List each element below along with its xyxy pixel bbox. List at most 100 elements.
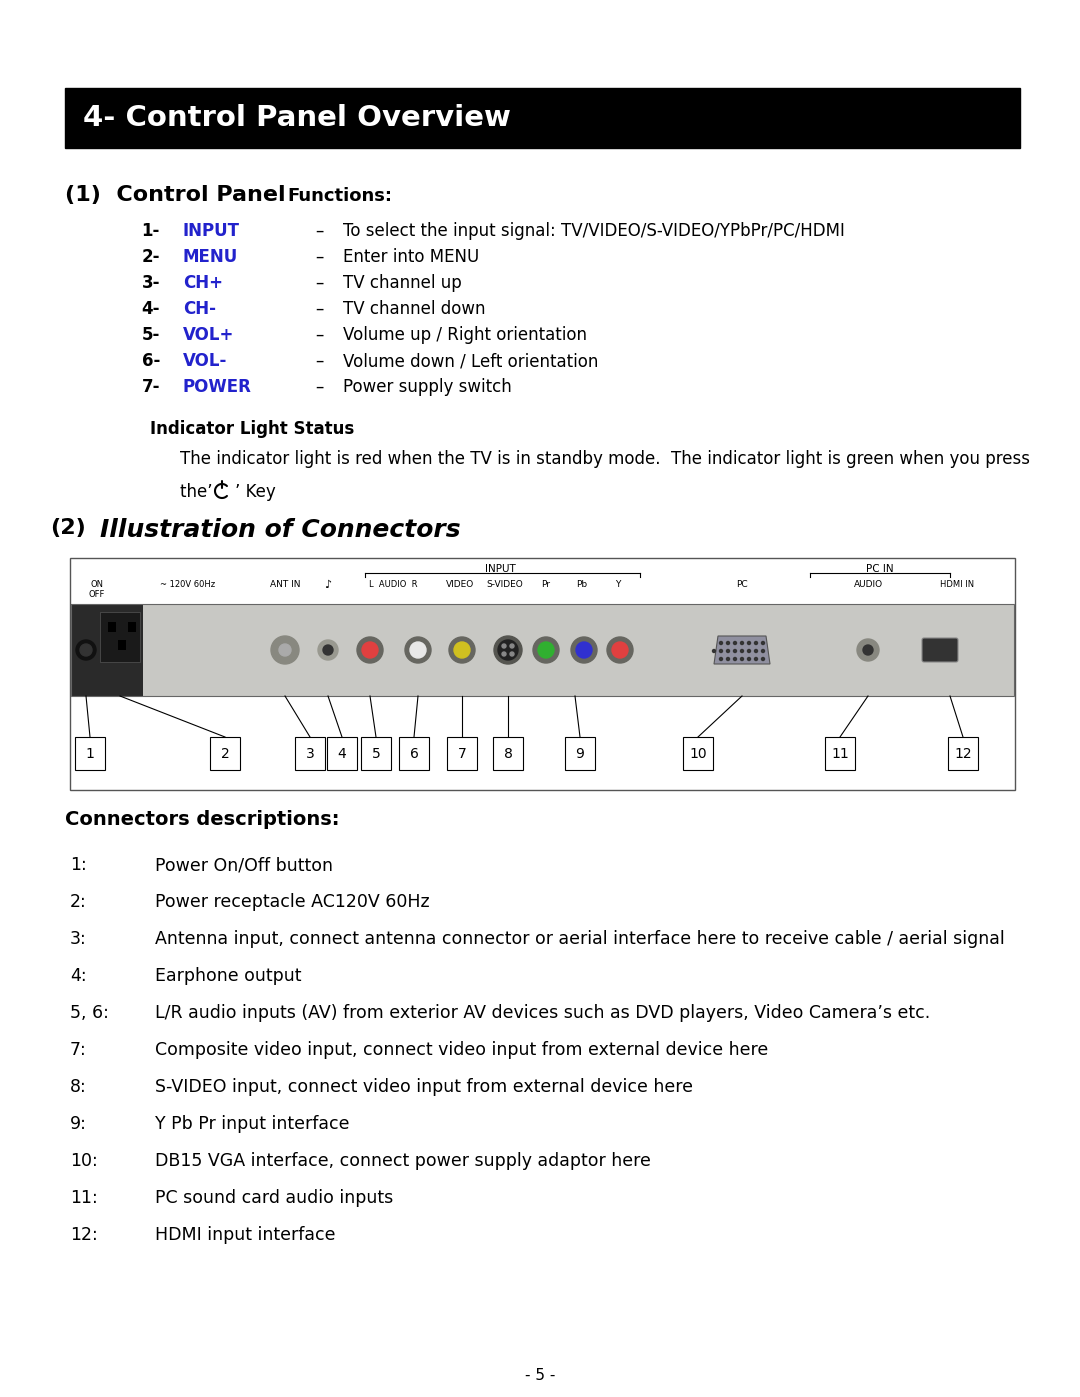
Bar [825, 738, 855, 770]
Text: Power receptacle AC120V 60Hz: Power receptacle AC120V 60Hz [156, 893, 430, 911]
Text: 1-: 1- [141, 222, 160, 240]
Text: 10: 10 [689, 746, 706, 760]
Text: Volume up / Right orientation: Volume up / Right orientation [343, 326, 588, 344]
Circle shape [271, 636, 299, 664]
Bar [71, 604, 1014, 696]
Text: 6: 6 [409, 746, 418, 760]
Bar [108, 622, 116, 631]
Text: –: – [315, 352, 323, 370]
Text: S-VIDEO: S-VIDEO [487, 580, 524, 590]
FancyBboxPatch shape [922, 638, 958, 662]
Text: –: – [315, 326, 323, 344]
Text: 7:: 7: [70, 1041, 86, 1059]
Text: 9: 9 [576, 746, 584, 760]
Text: Y Pb Pr input interface: Y Pb Pr input interface [156, 1115, 350, 1133]
Circle shape [727, 658, 729, 661]
Text: 10:: 10: [70, 1153, 98, 1171]
Circle shape [863, 645, 873, 655]
Circle shape [741, 650, 743, 652]
Text: TV channel up: TV channel up [343, 274, 462, 292]
Text: PC IN: PC IN [866, 564, 894, 574]
Circle shape [76, 640, 96, 659]
Circle shape [761, 658, 765, 661]
Circle shape [755, 650, 757, 652]
Text: 5, 6:: 5, 6: [70, 1004, 109, 1023]
Text: 3: 3 [306, 746, 314, 760]
Text: L  AUDIO  R: L AUDIO R [368, 580, 417, 590]
Text: PC: PC [737, 580, 747, 590]
Bar [210, 738, 240, 770]
Circle shape [858, 638, 879, 661]
Text: –: – [315, 379, 323, 395]
Text: –: – [315, 222, 323, 240]
Text: 8: 8 [503, 746, 512, 760]
Text: VOL-: VOL- [183, 352, 228, 370]
Text: the’: the’ [180, 483, 218, 502]
Text: TV channel down: TV channel down [343, 300, 486, 319]
Text: 4- Control Panel Overview: 4- Control Panel Overview [83, 103, 511, 131]
Text: 2:: 2: [70, 893, 86, 911]
Bar [492, 738, 523, 770]
Circle shape [502, 652, 507, 657]
Text: Connectors descriptions:: Connectors descriptions: [65, 810, 339, 828]
Text: 11: 11 [832, 746, 849, 760]
Circle shape [510, 644, 514, 648]
Bar [948, 738, 978, 770]
Text: Composite video input, connect video input from external device here: Composite video input, connect video inp… [156, 1041, 768, 1059]
Bar [71, 604, 143, 696]
Bar [361, 738, 391, 770]
Circle shape [719, 658, 723, 661]
Circle shape [755, 658, 757, 661]
Bar [129, 622, 136, 631]
Text: ’ Key: ’ Key [235, 483, 275, 502]
Text: 3-: 3- [141, 274, 160, 292]
Text: Pb: Pb [577, 580, 588, 590]
Text: MENU: MENU [183, 249, 239, 265]
Text: INPUT: INPUT [183, 222, 240, 240]
Circle shape [761, 650, 765, 652]
Circle shape [607, 637, 633, 664]
Text: ON
OFF: ON OFF [89, 580, 105, 599]
Text: INPUT: INPUT [485, 564, 515, 574]
Circle shape [362, 643, 378, 658]
Text: 2-: 2- [141, 249, 160, 265]
Text: Pr: Pr [541, 580, 551, 590]
Circle shape [612, 643, 627, 658]
Circle shape [494, 636, 522, 664]
Text: ♪: ♪ [324, 580, 332, 590]
Text: 12:: 12: [70, 1227, 98, 1243]
Bar [399, 738, 429, 770]
Circle shape [357, 637, 383, 664]
Circle shape [449, 637, 475, 664]
Text: VOL+: VOL+ [183, 326, 234, 344]
Bar [295, 738, 325, 770]
Text: Functions:: Functions: [287, 187, 392, 205]
Bar [327, 738, 357, 770]
Text: (1)  Control Panel: (1) Control Panel [65, 184, 294, 205]
Text: Indicator Light Status: Indicator Light Status [150, 420, 354, 439]
Text: The indicator light is red when the TV is in standby mode.  The indicator light : The indicator light is red when the TV i… [180, 450, 1030, 468]
Text: 2: 2 [220, 746, 229, 760]
Circle shape [761, 641, 765, 644]
Text: - 5 -: - 5 - [525, 1368, 555, 1383]
Circle shape [534, 637, 559, 664]
Circle shape [747, 650, 751, 652]
Bar [118, 640, 126, 650]
Text: 4:: 4: [70, 967, 86, 985]
Text: Power supply switch: Power supply switch [343, 379, 512, 395]
Circle shape [571, 637, 597, 664]
Circle shape [755, 641, 757, 644]
Text: 4-: 4- [141, 300, 160, 319]
Text: 6-: 6- [141, 352, 160, 370]
Circle shape [747, 641, 751, 644]
Text: S-VIDEO input, connect video input from external device here: S-VIDEO input, connect video input from … [156, 1078, 693, 1097]
Bar [143, 604, 1014, 696]
Circle shape [741, 658, 743, 661]
Circle shape [719, 650, 723, 652]
Text: Volume down / Left orientation: Volume down / Left orientation [343, 352, 598, 370]
Circle shape [733, 650, 737, 652]
Circle shape [741, 641, 743, 644]
Text: 12: 12 [955, 746, 972, 760]
Text: Earphone output: Earphone output [156, 967, 301, 985]
Text: 11:: 11: [70, 1189, 98, 1207]
